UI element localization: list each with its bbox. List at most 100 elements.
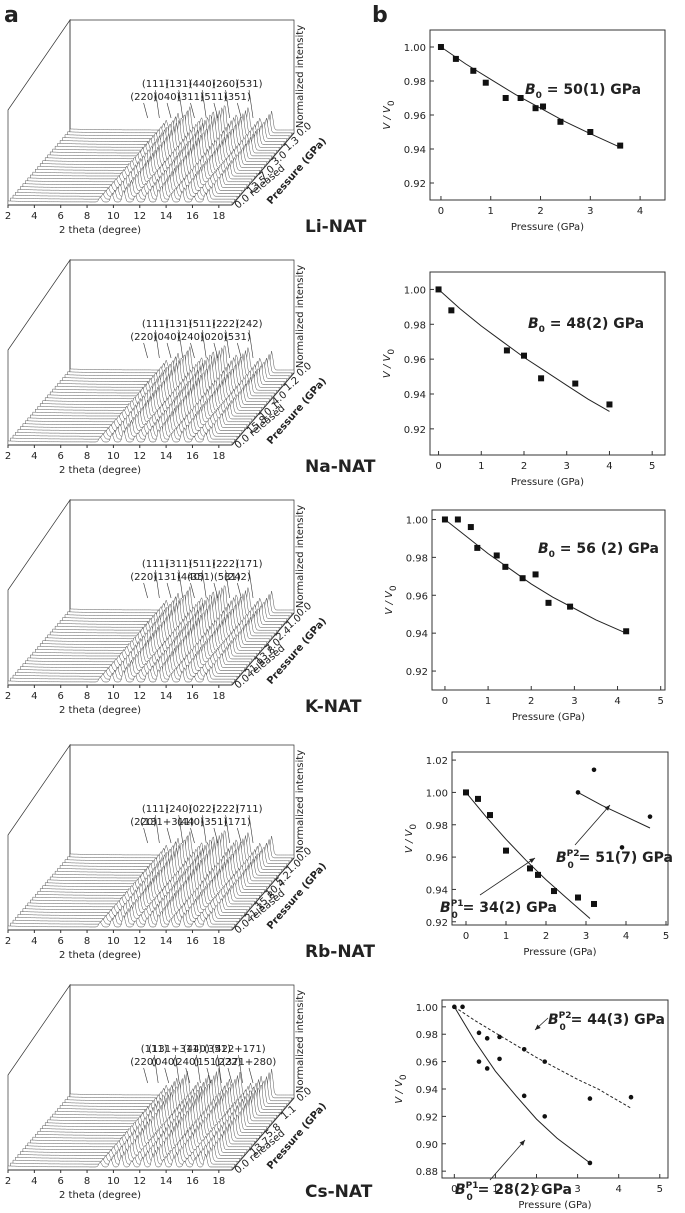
sample-label: Rb-NAT xyxy=(305,942,375,962)
peak-leader xyxy=(248,89,254,119)
trace xyxy=(39,1110,265,1133)
data-point xyxy=(517,95,524,101)
peak-label: (220) xyxy=(130,572,157,583)
y-tick-label: 0.94 xyxy=(416,1085,438,1096)
peak-leader xyxy=(213,827,219,844)
y-tick-label: 1.00 xyxy=(404,43,426,54)
data-point xyxy=(535,871,541,878)
peak-leader xyxy=(217,1054,222,1084)
trace xyxy=(25,1129,250,1151)
y-tick-label: 0.96 xyxy=(404,111,426,122)
x-tick-label: 2 xyxy=(537,206,543,217)
intensity-label: Normalized intensity xyxy=(295,505,306,608)
trace xyxy=(35,1115,260,1139)
subscript: 0 xyxy=(539,325,545,335)
x-tick-label: 4 xyxy=(31,211,37,222)
data-point xyxy=(497,1056,502,1062)
symbol: B xyxy=(556,850,567,866)
y-tick-label: 1.00 xyxy=(404,285,426,296)
peak-label: (242) xyxy=(224,572,251,583)
back-wall xyxy=(69,744,295,859)
x-tick-label: 8 xyxy=(84,211,90,222)
peak-label: (240) xyxy=(165,804,192,815)
x-tick-label: 6 xyxy=(58,211,64,222)
peak-leader xyxy=(166,342,172,359)
peak-label: (511) xyxy=(200,92,227,103)
intensity-label: Normalized intensity xyxy=(295,265,306,368)
text: = 56 (2) GPa xyxy=(555,541,659,557)
x-tick-label: 18 xyxy=(212,1176,225,1187)
x-tick-label: 6 xyxy=(58,691,64,702)
symbol: B xyxy=(525,82,536,98)
y-tick-label: 0.96 xyxy=(416,1058,438,1069)
x-tick-label: 2 xyxy=(5,936,11,947)
intensity-label: Normalized intensity xyxy=(295,990,306,1093)
text: = 44(3) GPa xyxy=(566,1012,665,1028)
x-tick-label: 8 xyxy=(84,691,90,702)
peak-label: (222) xyxy=(212,319,239,330)
peak-label: (131+311) xyxy=(148,1044,202,1055)
x-axis-label: 2 theta (degree) xyxy=(59,950,141,961)
peak-label: (220) xyxy=(130,1057,157,1068)
superscript: P1 xyxy=(466,1181,479,1191)
x-tick-label: 12 xyxy=(133,211,146,222)
peak-leader xyxy=(201,814,207,844)
peak-label: (171) xyxy=(236,559,263,570)
x-tick-label: 4 xyxy=(31,451,37,462)
annotation: BP2 0 = 51(7) GPa xyxy=(556,849,673,871)
peak-label: (311) xyxy=(165,559,192,570)
subscript: 0 xyxy=(387,349,397,355)
x-tick-label: 10 xyxy=(107,451,120,462)
x-tick-label: 14 xyxy=(160,1176,173,1187)
x-tick-label: 4 xyxy=(606,461,612,472)
y-axis-label: V / V0 xyxy=(382,100,397,129)
data-point xyxy=(619,845,625,850)
peak-leader xyxy=(237,827,242,844)
x-tick-label: 18 xyxy=(212,936,225,947)
data-point xyxy=(521,1046,527,1052)
peak-leader xyxy=(190,102,195,119)
peak-label: (040) xyxy=(154,92,181,103)
z-axis xyxy=(231,612,295,686)
peak-leader xyxy=(166,827,172,844)
text: = 51(7) GPa xyxy=(574,850,673,866)
annotation: BP1 0 = 28(2) GPa xyxy=(455,1181,572,1203)
peak-leader xyxy=(196,1054,201,1084)
arrow xyxy=(489,1139,526,1181)
peak-label: (351) xyxy=(224,92,251,103)
symbol: B xyxy=(538,541,549,557)
x-tick-label: 6 xyxy=(58,1176,64,1187)
peak-leader xyxy=(248,329,254,359)
peak-label: (131) xyxy=(154,572,181,583)
x-tick-label: 5 xyxy=(649,461,655,472)
y-tick-label: 0.94 xyxy=(406,629,428,640)
superscript: P2 xyxy=(559,1011,572,1021)
x-tick-label: 4 xyxy=(616,1184,622,1195)
x-tick-label: 1 xyxy=(492,1184,498,1195)
peak-leader xyxy=(153,1054,159,1084)
data-point xyxy=(521,352,527,359)
data-point xyxy=(503,847,509,854)
subscript: 0 xyxy=(467,1193,473,1203)
peak-label: (171) xyxy=(224,817,251,828)
data-point xyxy=(484,1036,490,1041)
peak-label: (222) xyxy=(212,804,239,815)
symbol: B xyxy=(528,316,539,332)
data-point xyxy=(587,1096,593,1101)
x-axis-label: Pressure (GPa) xyxy=(511,477,584,488)
x-tick-label: 6 xyxy=(58,451,64,462)
x-tick-label: 0 xyxy=(442,696,448,707)
peak-label: (371+280) xyxy=(222,1057,276,1068)
data-point xyxy=(460,1004,465,1010)
y-tick-label: 0.96 xyxy=(426,853,448,864)
x-tick-label: 5 xyxy=(663,931,669,942)
subscript: 0 xyxy=(568,861,574,871)
x-tick-label: 8 xyxy=(84,451,90,462)
arrow xyxy=(574,804,611,846)
peak-leader xyxy=(237,102,242,119)
fit-line xyxy=(444,519,627,634)
peak-label: (351) xyxy=(200,817,227,828)
peak-label: (511) xyxy=(189,559,216,570)
peak-label: (220) xyxy=(130,817,157,828)
peak-leader xyxy=(164,1067,170,1084)
